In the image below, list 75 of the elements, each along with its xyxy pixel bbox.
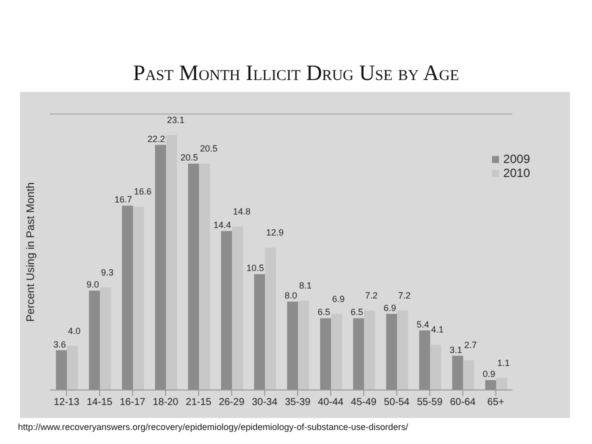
bar — [496, 378, 508, 390]
bar — [320, 318, 332, 390]
x-tick-label: 18-20 — [152, 397, 179, 408]
data-label: 7.2 — [365, 290, 378, 301]
chart-title: Past Month Illicit Drug Use by Age — [132, 60, 460, 86]
data-label: 1.1 — [497, 358, 510, 368]
data-label: 3.1 — [450, 344, 462, 355]
y-axis-title: Percent Using in Past Month — [24, 182, 37, 322]
data-label: 5.4 — [416, 319, 430, 330]
bar — [364, 310, 376, 390]
bar — [353, 318, 364, 390]
bar — [397, 310, 408, 390]
data-label: 10.5 — [246, 263, 264, 274]
x-tick-label: 14-15 — [86, 397, 113, 408]
bar — [221, 231, 232, 390]
data-label: 23.1 — [167, 114, 185, 125]
data-label: 16.6 — [134, 186, 152, 197]
bar — [155, 144, 166, 390]
bar — [66, 346, 78, 390]
data-label: 9.0 — [86, 280, 99, 290]
bar — [331, 314, 342, 390]
bar — [452, 356, 464, 390]
data-label: 3.6 — [53, 339, 66, 350]
bar — [199, 164, 210, 390]
bar — [265, 248, 276, 390]
legend-label: 2009 — [503, 152, 530, 166]
bar — [386, 314, 398, 390]
bar — [419, 330, 430, 390]
data-label: 20.5 — [180, 152, 198, 163]
x-tick-label: 30-34 — [252, 397, 278, 408]
legend-label: 2010 — [503, 166, 530, 180]
bar — [132, 206, 144, 390]
x-tick-label: 16-17 — [120, 397, 146, 408]
bar — [254, 274, 266, 390]
x-tick-label: 12-13 — [54, 397, 80, 408]
text: http://www.recoveryanswers.org/recovery/epidemiology/epidemiology-of-substance-use-disorders/ — [18, 422, 408, 432]
data-label: 9.3 — [100, 267, 114, 278]
x-tick-label: 21-15 — [186, 397, 212, 408]
data-label: 20.5 — [200, 144, 218, 154]
bar — [232, 226, 244, 390]
x-tick-label: 50-54 — [384, 397, 410, 408]
x-tick-label: 65+ — [487, 397, 504, 408]
bar — [88, 290, 100, 390]
data-label: 14.4 — [214, 220, 232, 230]
bar — [298, 300, 310, 390]
bar — [485, 380, 496, 390]
bar — [463, 360, 474, 390]
x-tick-label: 45-49 — [350, 397, 377, 408]
data-label: 0.9 — [482, 369, 496, 380]
bar — [166, 134, 178, 390]
x-tick-label: 55-59 — [416, 397, 443, 408]
data-label: 8.0 — [284, 290, 298, 301]
x-tick-label: 26-29 — [218, 397, 245, 408]
bar — [56, 350, 67, 390]
data-label: 22.2 — [147, 134, 166, 144]
x-tick-label: 40-44 — [318, 397, 344, 408]
data-label: 6.9 — [384, 302, 396, 313]
data-label: 4.1 — [431, 324, 444, 335]
x-tick-label: 35-39 — [284, 397, 311, 408]
bar — [122, 206, 133, 390]
data-label: 12.9 — [266, 228, 284, 238]
data-label: 14.8 — [233, 206, 251, 217]
bar — [188, 164, 200, 390]
data-label: 6.5 — [350, 307, 364, 318]
bar — [430, 344, 442, 390]
data-label: 2.7 — [464, 340, 477, 350]
data-label: 16.7 — [114, 194, 132, 205]
data-label: 7.2 — [398, 290, 411, 301]
x-tick-label: 60-64 — [450, 397, 476, 408]
data-label: 6.9 — [332, 294, 345, 304]
data-label: 6.5 — [318, 307, 330, 318]
bar — [100, 287, 111, 390]
data-label: 4.0 — [68, 326, 80, 336]
bar — [287, 302, 298, 390]
data-label: 8.1 — [299, 280, 312, 291]
